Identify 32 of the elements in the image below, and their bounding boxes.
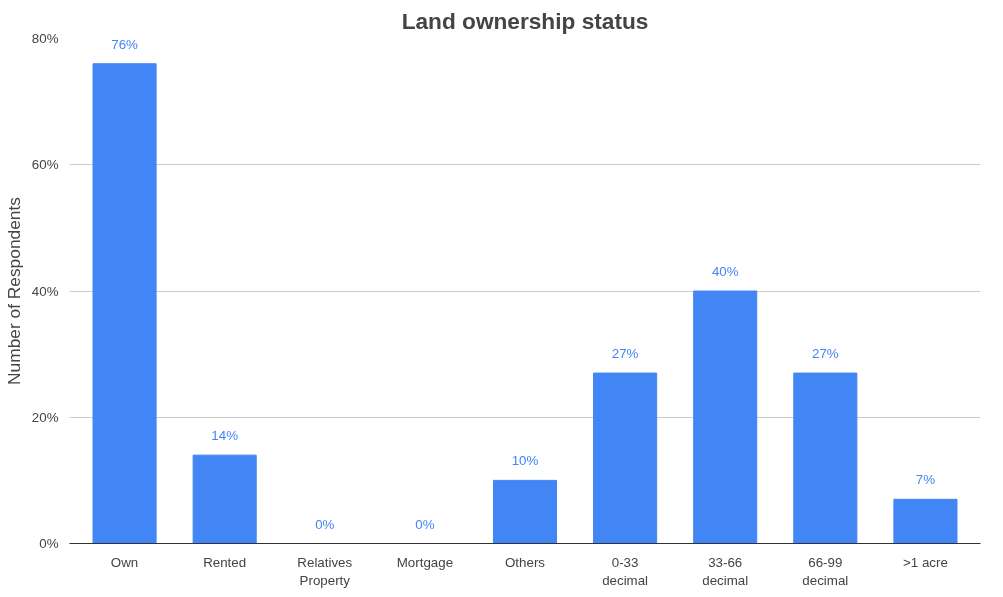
x-tick-label: 66-99 decimal xyxy=(802,554,849,588)
y-axis-title: Number of Respondents xyxy=(3,196,24,385)
bar xyxy=(192,454,257,544)
y-tick-label: 40% xyxy=(31,283,59,299)
data-label: 14% xyxy=(211,428,239,444)
data-label: 40% xyxy=(711,264,739,279)
x-tick-label: 0-33 decimal xyxy=(602,554,649,588)
bar xyxy=(693,290,758,544)
x-tick-label: Own xyxy=(110,554,139,570)
x-tick-label: Others xyxy=(505,554,546,570)
data-label: 7% xyxy=(915,472,936,488)
bar xyxy=(793,372,858,544)
y-tick-label: 80% xyxy=(31,31,59,46)
x-tick-label: >1 acre xyxy=(903,554,948,570)
y-tick-label: 0% xyxy=(39,536,59,551)
data-label: 10% xyxy=(511,453,539,469)
bar xyxy=(92,63,157,544)
data-label: 27% xyxy=(811,346,839,362)
data-label: 0% xyxy=(415,516,435,532)
chart-title: Land ownership status xyxy=(401,7,649,34)
x-tick-label: Relatives Property xyxy=(297,554,353,588)
data-label: 76% xyxy=(111,36,139,52)
bar xyxy=(893,498,958,544)
data-label: 27% xyxy=(611,346,639,362)
y-tick-label: 20% xyxy=(31,409,59,425)
x-tick-label: Rented xyxy=(203,554,247,570)
bar xyxy=(593,372,658,544)
x-tick-label: 33-66 decimal xyxy=(702,554,749,588)
data-label: 0% xyxy=(315,516,335,532)
y-tick-label: 60% xyxy=(31,157,59,173)
bar xyxy=(492,479,558,544)
x-tick-label: Mortgage xyxy=(396,554,454,570)
